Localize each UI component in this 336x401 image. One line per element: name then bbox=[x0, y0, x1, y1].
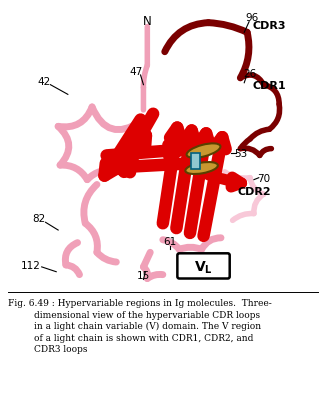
FancyArrowPatch shape bbox=[97, 253, 116, 262]
Text: 26: 26 bbox=[243, 69, 257, 79]
FancyArrowPatch shape bbox=[107, 146, 180, 157]
Text: 61: 61 bbox=[163, 236, 176, 246]
Text: 15: 15 bbox=[137, 270, 150, 280]
Text: 42: 42 bbox=[37, 77, 50, 87]
FancyArrowPatch shape bbox=[66, 243, 78, 265]
Text: 53: 53 bbox=[234, 148, 247, 158]
Ellipse shape bbox=[185, 163, 218, 174]
Ellipse shape bbox=[186, 144, 220, 158]
FancyArrowPatch shape bbox=[163, 128, 181, 224]
FancyArrowPatch shape bbox=[58, 127, 69, 166]
FancyArrowPatch shape bbox=[165, 24, 208, 53]
Text: of a light chain is shown with CDR1, CDR2, and: of a light chain is shown with CDR1, CDR… bbox=[34, 333, 253, 342]
FancyArrowPatch shape bbox=[202, 238, 221, 250]
FancyArrowPatch shape bbox=[143, 253, 150, 267]
FancyArrowPatch shape bbox=[87, 171, 116, 180]
Text: 47: 47 bbox=[129, 67, 142, 77]
Text: 112: 112 bbox=[21, 260, 41, 270]
Text: 70: 70 bbox=[257, 173, 270, 183]
Text: Fig. 6.49 : Hypervariable regions in Ig molecules.  Three-: Fig. 6.49 : Hypervariable regions in Ig … bbox=[8, 298, 271, 307]
Text: 82: 82 bbox=[32, 214, 45, 224]
Text: $\mathbf{V_L}$: $\mathbf{V_L}$ bbox=[194, 259, 213, 275]
FancyArrowPatch shape bbox=[225, 172, 250, 179]
FancyArrowPatch shape bbox=[269, 105, 280, 130]
FancyArrowPatch shape bbox=[204, 138, 226, 236]
FancyArrowPatch shape bbox=[179, 247, 202, 250]
Text: CDR1: CDR1 bbox=[253, 81, 286, 91]
FancyArrowPatch shape bbox=[104, 120, 140, 176]
Text: CDR3 loops: CDR3 loops bbox=[34, 344, 87, 354]
FancyArrowPatch shape bbox=[143, 66, 147, 88]
FancyArrowPatch shape bbox=[66, 265, 80, 275]
FancyArrowPatch shape bbox=[85, 224, 97, 253]
FancyArrowPatch shape bbox=[60, 166, 87, 180]
FancyArrowPatch shape bbox=[240, 76, 264, 85]
Text: CDR3: CDR3 bbox=[253, 20, 286, 30]
Text: in a light chain variable (V) domain. The V region: in a light chain variable (V) domain. Th… bbox=[34, 321, 261, 330]
FancyArrowPatch shape bbox=[240, 140, 250, 149]
FancyArrowPatch shape bbox=[240, 33, 249, 79]
FancyArrowPatch shape bbox=[190, 134, 210, 233]
FancyArrowPatch shape bbox=[143, 267, 148, 279]
FancyArrowPatch shape bbox=[208, 175, 242, 188]
FancyArrowPatch shape bbox=[84, 185, 97, 224]
FancyArrowPatch shape bbox=[250, 178, 264, 195]
Bar bbox=[191, 154, 200, 170]
FancyArrowPatch shape bbox=[121, 114, 153, 170]
FancyArrowPatch shape bbox=[208, 24, 247, 33]
FancyArrowPatch shape bbox=[119, 162, 194, 173]
FancyArrowPatch shape bbox=[147, 275, 163, 279]
Text: CDR2: CDR2 bbox=[237, 187, 271, 197]
FancyArrowPatch shape bbox=[124, 136, 146, 172]
FancyArrowPatch shape bbox=[176, 131, 196, 229]
FancyArrowPatch shape bbox=[233, 214, 254, 221]
FancyArrowPatch shape bbox=[250, 130, 269, 140]
FancyArrowPatch shape bbox=[92, 108, 140, 130]
FancyArrowPatch shape bbox=[240, 149, 260, 156]
FancyArrowPatch shape bbox=[163, 240, 179, 250]
Text: dimensional view of the hypervariable CDR loops: dimensional view of the hypervariable CD… bbox=[34, 310, 260, 319]
FancyArrowPatch shape bbox=[260, 149, 271, 156]
FancyBboxPatch shape bbox=[177, 254, 230, 279]
Text: N: N bbox=[143, 15, 152, 28]
Text: 96: 96 bbox=[245, 13, 259, 23]
FancyArrowPatch shape bbox=[264, 85, 279, 105]
FancyArrowPatch shape bbox=[254, 195, 264, 214]
FancyArrowPatch shape bbox=[58, 108, 92, 128]
